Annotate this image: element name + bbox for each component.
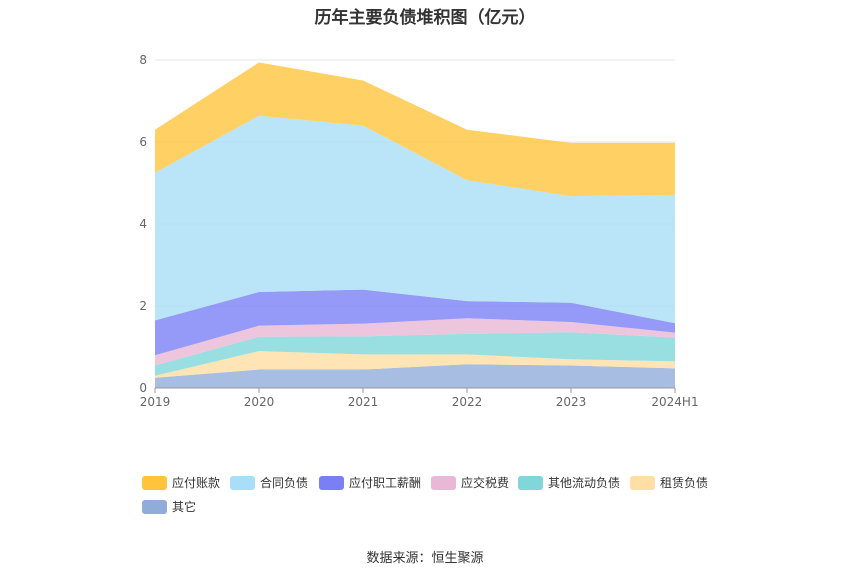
- data-source-note: 数据来源：恒生聚源: [366, 551, 484, 566]
- legend-label: 应交税费: [461, 476, 510, 490]
- y-tick-label: 4: [139, 217, 147, 231]
- legend-item[interactable]: 应付职工薪酬: [319, 474, 421, 491]
- legend-swatch: [630, 475, 655, 490]
- stacked-area-chart: 0 2 4 6 8 2019 2020 2021 2022 2023 2024H1: [139, 53, 698, 409]
- legend-item[interactable]: 应交税费: [431, 474, 509, 491]
- x-tick-label: 2021: [348, 395, 379, 409]
- x-tick-label: 2023: [556, 395, 587, 409]
- x-tick-label: 2020: [244, 395, 275, 409]
- x-tick-label: 2019: [140, 395, 171, 409]
- legend-swatch: [142, 475, 167, 490]
- y-tick-label: 0: [139, 381, 147, 395]
- legend-swatch: [230, 475, 255, 490]
- legend-label: 其他流动负债: [548, 476, 621, 490]
- legend-item[interactable]: 租赁负债: [630, 474, 708, 491]
- y-tick-label: 6: [139, 135, 147, 149]
- legend-swatch: [431, 475, 456, 490]
- x-tick-label: 2022: [452, 395, 483, 409]
- legend-item[interactable]: 应付账款: [142, 474, 220, 491]
- legend-swatch: [518, 475, 543, 490]
- legend-item[interactable]: 其它: [142, 498, 196, 515]
- area-series-2: [155, 332, 675, 376]
- y-tick-label: 2: [139, 299, 147, 313]
- area-series-3: [155, 318, 675, 366]
- legend-label: 应付职工薪酬: [349, 476, 422, 490]
- legend-swatch: [142, 499, 167, 514]
- area-series: [155, 62, 675, 388]
- area-series-4: [155, 289, 675, 356]
- x-tick-label: 2024H1: [651, 395, 698, 409]
- area-series-0: [155, 364, 675, 388]
- chart-title: 历年主要负债堆积图（亿元）: [314, 8, 536, 28]
- legend-label: 其它: [172, 500, 197, 514]
- area-series-1: [155, 351, 675, 378]
- axes: 0 2 4 6 8 2019 2020 2021 2022 2023 2024H1: [139, 53, 698, 409]
- area-series-6: [155, 62, 675, 197]
- legend-item[interactable]: 其他流动负债: [518, 474, 620, 491]
- legend-item[interactable]: 合同负债: [230, 474, 308, 491]
- y-tick-label: 8: [139, 53, 147, 67]
- legend-label: 合同负债: [260, 476, 309, 490]
- legend-swatch: [319, 475, 344, 490]
- area-series-5: [155, 115, 675, 324]
- legend-label: 应付账款: [172, 476, 221, 490]
- legend-label: 租赁负债: [660, 476, 709, 490]
